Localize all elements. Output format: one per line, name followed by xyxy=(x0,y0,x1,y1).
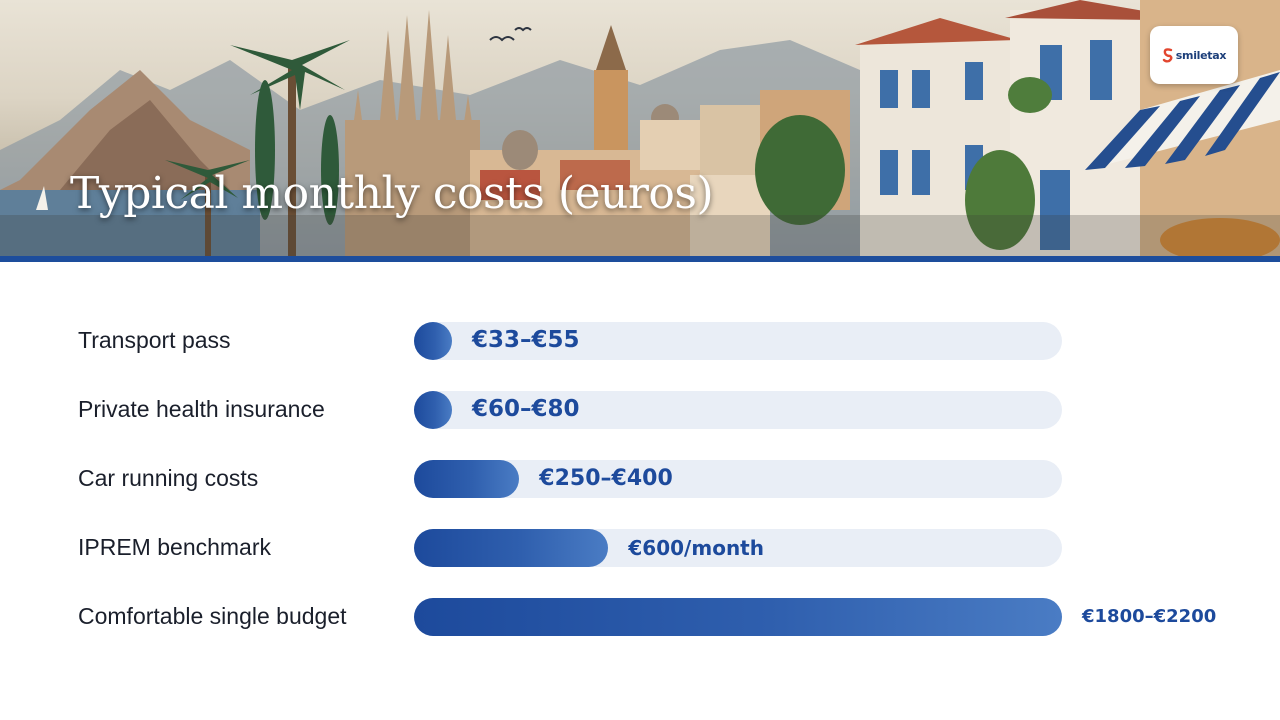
category-label-iprem-benchmark: IPREM benchmark xyxy=(78,534,272,560)
value-label-iprem-benchmark: €600/month xyxy=(628,536,764,560)
bar-iprem-benchmark xyxy=(414,529,609,567)
category-label-private-health-insurance: Private health insurance xyxy=(78,396,325,422)
spanish-city-illustration xyxy=(0,0,1280,256)
bar-track-private-health-insurance xyxy=(414,391,1062,429)
bar-track-car-running-costs xyxy=(414,460,1062,498)
value-label-transport-pass: €33–€55 xyxy=(472,327,580,354)
bar-track-transport-pass xyxy=(414,322,1062,360)
banner-accent-rule xyxy=(0,256,1280,262)
value-label-car-running-costs: €250–€400 xyxy=(539,465,673,491)
header-banner: Typical monthly costs (euros) smiletax xyxy=(0,0,1280,256)
category-label-comfortable-single-budget: Comfortable single budget xyxy=(78,603,347,629)
value-label-comfortable-single-budget: €1800–€2200 xyxy=(1082,606,1217,628)
bar-transport-pass xyxy=(414,322,452,360)
logo-text: smiletax xyxy=(1175,48,1227,62)
category-label-car-running-costs: Car running costs xyxy=(78,465,259,491)
bar-car-running-costs xyxy=(414,460,520,498)
bar-comfortable-single-budget xyxy=(414,598,1062,636)
category-label-transport-pass: Transport pass xyxy=(78,327,231,353)
smiletax-logo[interactable]: smiletax xyxy=(1150,26,1238,84)
page-title: Typical monthly costs (euros) xyxy=(70,168,714,219)
value-label-private-health-insurance: €60–€80 xyxy=(472,396,580,423)
bar-private-health-insurance xyxy=(414,391,452,429)
smile-logo-icon xyxy=(1162,48,1173,63)
